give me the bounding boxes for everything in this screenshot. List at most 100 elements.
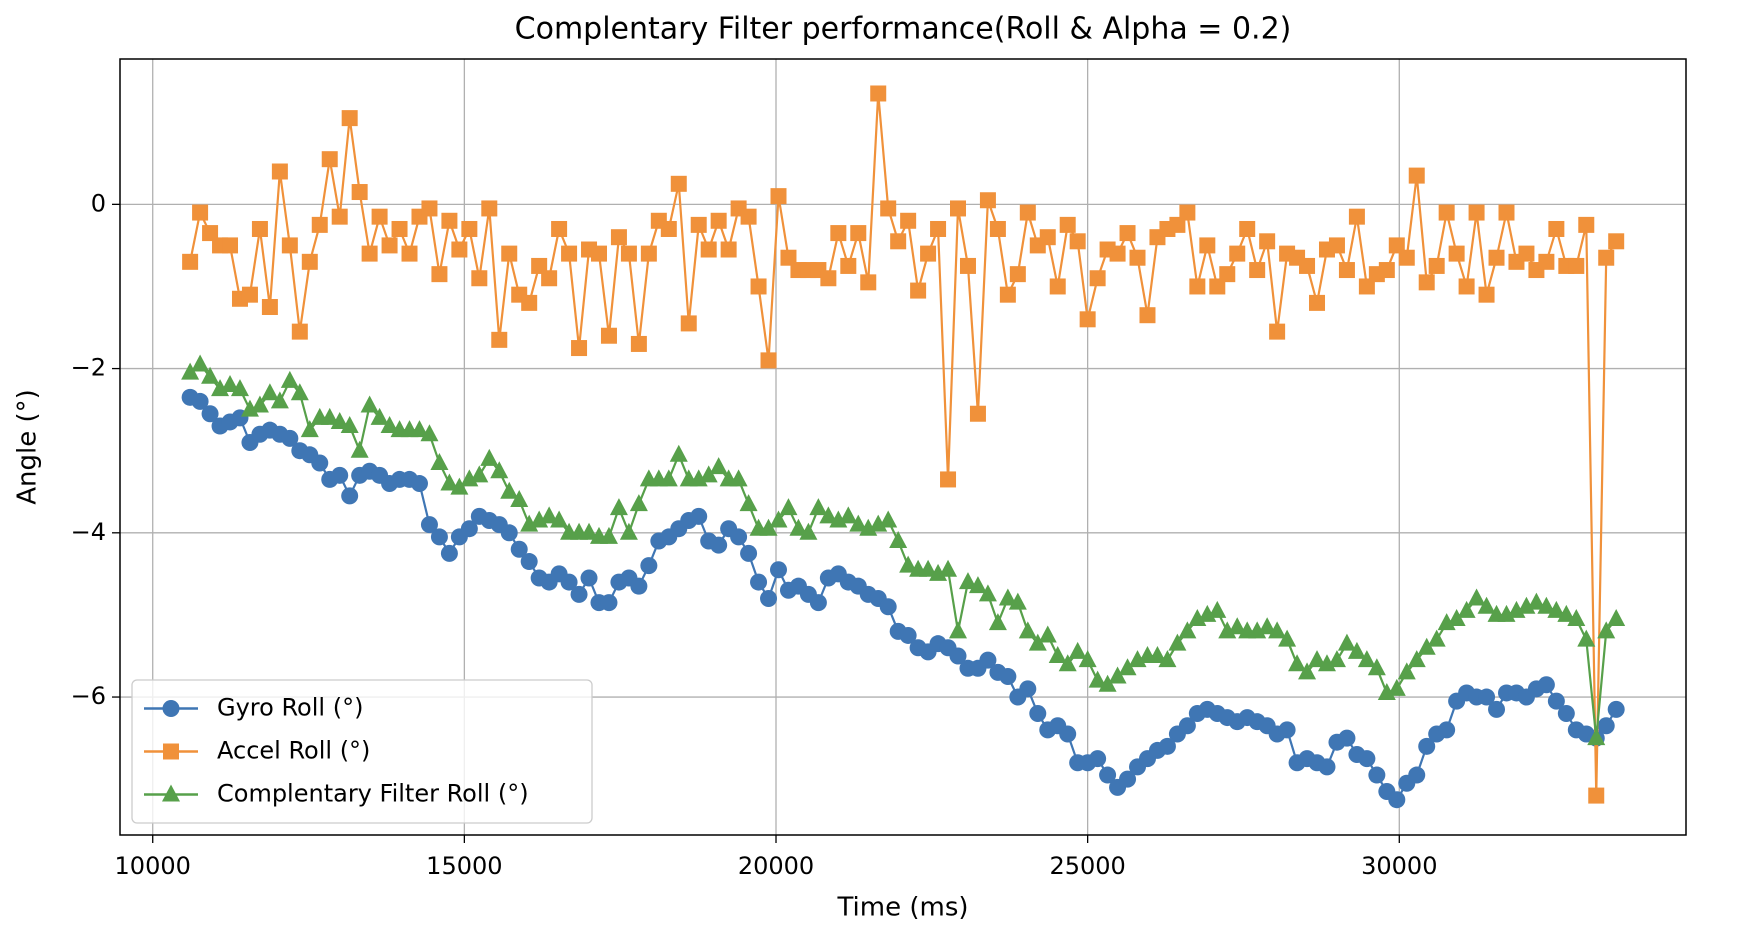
data-point <box>979 651 997 669</box>
data-point <box>630 577 648 595</box>
data-point <box>1228 617 1247 635</box>
data-point <box>690 216 707 233</box>
y-axis-label: Angle (°) <box>13 389 43 505</box>
data-point <box>820 270 837 287</box>
data-point <box>1158 737 1176 755</box>
data-point <box>551 220 568 237</box>
x-axis-label: Time (ms) <box>836 893 968 923</box>
data-point <box>599 526 618 544</box>
data-point <box>1108 666 1127 684</box>
plot-area <box>181 85 1626 809</box>
data-point <box>930 220 947 237</box>
data-point <box>939 559 958 577</box>
data-point <box>360 395 379 413</box>
data-point <box>1328 237 1345 254</box>
data-point <box>1567 609 1586 627</box>
data-point <box>989 220 1006 237</box>
data-point <box>1577 629 1596 647</box>
legend-box <box>131 679 593 824</box>
data-point <box>870 85 887 102</box>
data-point <box>450 477 469 495</box>
data-point <box>730 528 748 546</box>
data-point <box>571 340 588 357</box>
data-point <box>629 494 648 512</box>
data-point <box>1268 621 1287 639</box>
data-point <box>900 212 917 229</box>
data-point <box>1347 641 1366 659</box>
data-point <box>1208 600 1227 618</box>
data-point <box>919 559 938 577</box>
data-point <box>1607 700 1625 718</box>
y-tick-label: −2 <box>71 354 106 382</box>
data-point <box>1597 621 1616 639</box>
data-point <box>1478 688 1496 706</box>
data-point <box>1059 216 1076 233</box>
data-point <box>1129 249 1146 266</box>
data-point <box>1448 245 1465 262</box>
data-point <box>1209 278 1226 295</box>
data-point <box>1029 704 1047 722</box>
data-point <box>860 274 877 291</box>
data-point <box>1428 257 1445 274</box>
data-point <box>640 557 658 575</box>
data-point <box>1169 216 1186 233</box>
data-point <box>1358 278 1375 295</box>
data-point <box>1547 600 1566 618</box>
data-point <box>580 569 598 587</box>
data-point <box>431 266 448 283</box>
data-point <box>1088 670 1107 688</box>
data-point <box>561 245 578 262</box>
legend-marker <box>162 700 180 717</box>
y-tick-label: −4 <box>71 518 106 546</box>
data-point <box>1427 629 1446 647</box>
data-point <box>1229 245 1246 262</box>
data-point <box>940 471 957 488</box>
data-point <box>620 245 637 262</box>
data-point <box>1388 237 1405 254</box>
data-point <box>1348 208 1365 225</box>
data-point <box>1378 262 1395 279</box>
data-point <box>880 200 897 217</box>
data-point <box>899 626 917 644</box>
data-point <box>1219 266 1236 283</box>
data-point <box>660 220 677 237</box>
data-point <box>1148 645 1167 663</box>
data-point <box>291 323 308 340</box>
data-point <box>600 327 617 344</box>
data-point <box>1109 245 1126 262</box>
data-point <box>1358 750 1376 768</box>
data-point <box>999 286 1016 303</box>
data-point <box>300 420 319 438</box>
legend-label: Accel Roll (°) <box>217 737 370 765</box>
data-point <box>640 245 657 262</box>
data-point <box>949 621 968 639</box>
data-point <box>699 465 718 483</box>
data-point <box>541 270 558 287</box>
data-point <box>630 335 647 352</box>
data-point <box>1059 725 1077 743</box>
data-point <box>1158 650 1177 668</box>
data-point <box>889 531 908 549</box>
data-point <box>1099 766 1117 784</box>
x-tick-label: 25000 <box>1049 852 1125 880</box>
plot-frame <box>119 58 1687 836</box>
data-point <box>1447 609 1466 627</box>
data-point <box>750 278 767 295</box>
data-point <box>1417 637 1436 655</box>
data-point <box>1338 262 1355 279</box>
data-point <box>1318 758 1336 776</box>
data-point <box>1568 257 1585 274</box>
data-point <box>380 416 399 434</box>
data-point <box>331 466 349 484</box>
data-point <box>659 469 678 487</box>
data-point <box>1597 717 1615 735</box>
data-point <box>1547 692 1565 710</box>
data-point <box>890 233 907 250</box>
y-tick-label: −6 <box>71 682 106 710</box>
data-point <box>1239 220 1256 237</box>
data-point <box>420 424 439 442</box>
data-point <box>410 475 428 493</box>
data-point <box>1299 257 1316 274</box>
data-point <box>470 465 489 483</box>
